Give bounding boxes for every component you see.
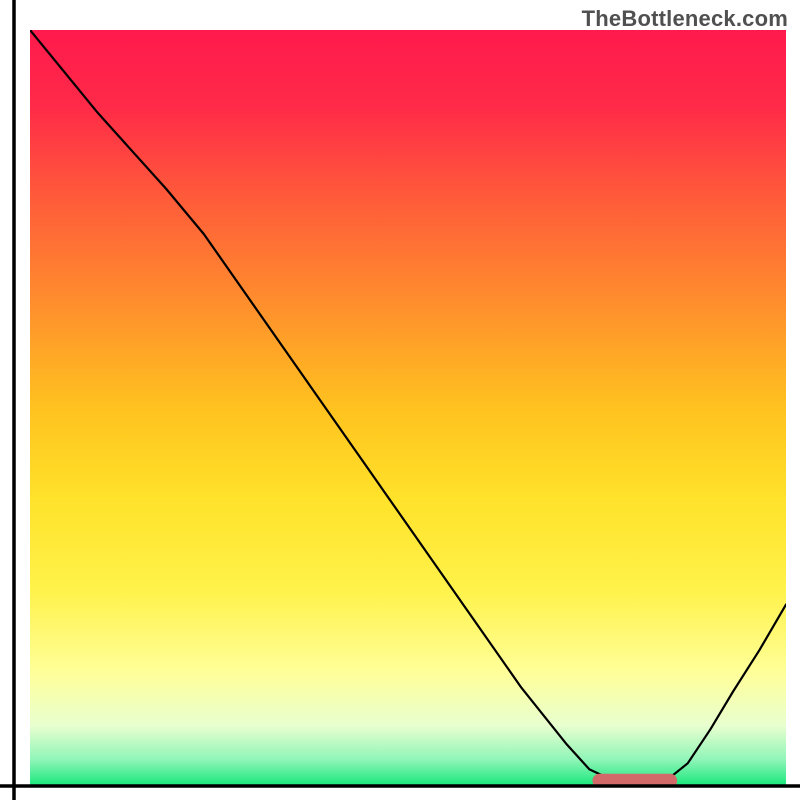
watermark-text: TheBottleneck.com	[582, 6, 788, 32]
bottleneck-chart	[0, 0, 800, 800]
gradient-background	[30, 30, 786, 786]
chart-container: TheBottleneck.com	[0, 0, 800, 800]
